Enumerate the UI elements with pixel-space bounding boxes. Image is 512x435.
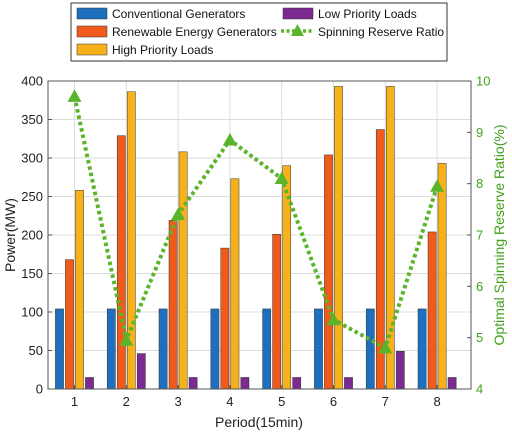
bar-conventional-generators <box>210 308 220 390</box>
legend-label-conventional: Conventional Generators <box>112 7 245 21</box>
y2-tick-label: 4 <box>476 382 483 397</box>
y2-tick-label: 9 <box>476 125 483 140</box>
bar-renewable-energy-generators <box>272 233 282 390</box>
reserve-point <box>67 89 82 102</box>
reserve-point <box>274 171 289 185</box>
legend-label-low-priority: Low Priority Loads <box>318 7 417 21</box>
bar-high-priority-loads <box>75 190 84 390</box>
legend-triangle-icon <box>291 24 304 36</box>
bars <box>55 86 457 390</box>
right-axis-ticks: 4 5 6 7 8 9 10 <box>467 74 490 397</box>
y-tick-label: 400 <box>21 74 43 89</box>
y2-tick-label: 5 <box>476 330 483 345</box>
y2-tick-label: 10 <box>476 74 490 89</box>
bar-high-priority-loads <box>230 178 240 390</box>
bar-low-priority-loads <box>447 377 457 390</box>
y2-axis-title: Optimal Spinning Reserve Ratio(%) <box>491 125 507 346</box>
bar-high-priority-loads <box>334 86 343 390</box>
legend-swatch-conventional <box>76 7 108 20</box>
x-tick-label: 1 <box>71 394 78 409</box>
x-axis-ticks: 1 2 3 4 5 6 7 8 <box>71 385 441 409</box>
y-tick-label: 0 <box>36 382 43 397</box>
x-tick-label: 3 <box>174 394 181 409</box>
bar-renewable-energy-generators <box>168 220 178 390</box>
reserve-point <box>171 207 186 220</box>
y2-tick-label: 7 <box>476 228 483 243</box>
bar-renewable-energy-generators <box>324 154 333 390</box>
bar-low-priority-loads <box>188 377 198 390</box>
bar-conventional-generators <box>106 308 116 390</box>
bar-renewable-energy-generators <box>427 231 437 390</box>
bar-low-priority-loads <box>136 353 146 390</box>
reserve-point <box>222 133 237 146</box>
legend-swatch-low-priority <box>282 7 314 20</box>
x-tick-label: 4 <box>226 394 233 409</box>
legend: Conventional Generators Renewable Energy… <box>70 2 448 62</box>
bar-conventional-generators <box>365 308 375 390</box>
legend-label-reserve: Spinning Reserve Ratio <box>318 25 444 39</box>
bar-low-priority-loads <box>240 377 250 390</box>
reserve-point <box>119 333 134 346</box>
bar-high-priority-loads <box>437 163 447 390</box>
reserve-point <box>326 312 341 326</box>
bar-low-priority-loads <box>395 351 405 390</box>
bar-low-priority-loads <box>344 377 353 390</box>
reserve-point <box>378 340 393 354</box>
bar-conventional-generators <box>417 308 427 390</box>
bar-renewable-energy-generators <box>65 259 74 390</box>
legend-label-renewable: Renewable Energy Generators <box>112 25 277 39</box>
x-tick-label: 2 <box>123 394 130 409</box>
x-tick-label: 5 <box>278 394 285 409</box>
y-axis-title: Power(MW) <box>2 198 18 272</box>
x-tick-label: 7 <box>382 394 389 409</box>
legend-swatch-high-priority <box>76 43 108 56</box>
legend-label-high-priority: High Priority Loads <box>112 43 213 57</box>
bar-renewable-energy-generators <box>116 135 126 390</box>
x-tick-label: 8 <box>433 394 440 409</box>
y-tick-label: 200 <box>21 228 43 243</box>
bar-low-priority-loads <box>85 377 94 390</box>
reserve-line <box>67 89 445 354</box>
x-tick-label: 6 <box>330 394 337 409</box>
bar-high-priority-loads <box>178 151 188 390</box>
y-tick-label: 100 <box>21 305 43 320</box>
bar-conventional-generators <box>55 308 64 390</box>
x-axis-title: Period(15min) <box>215 414 303 430</box>
bar-conventional-generators <box>314 308 323 390</box>
y-tick-label: 150 <box>21 266 43 281</box>
legend-box <box>70 2 448 62</box>
bar-high-priority-loads <box>282 165 292 390</box>
left-axis-ticks: 0 50 100 150 200 250 300 350 400 <box>21 74 52 397</box>
legend-swatch-renewable <box>76 25 108 38</box>
reserve-point <box>430 179 445 192</box>
y-tick-label: 350 <box>21 112 43 127</box>
bar-low-priority-loads <box>292 377 302 390</box>
y-tick-label: 50 <box>29 343 43 358</box>
y-tick-label: 250 <box>21 189 43 204</box>
bar-conventional-generators <box>262 308 272 390</box>
bar-renewable-energy-generators <box>220 247 230 390</box>
y2-tick-label: 8 <box>476 176 483 191</box>
reserve-line-path <box>72 95 440 351</box>
bar-conventional-generators <box>158 308 168 390</box>
y-tick-label: 300 <box>21 151 43 166</box>
y2-tick-label: 6 <box>476 279 483 294</box>
